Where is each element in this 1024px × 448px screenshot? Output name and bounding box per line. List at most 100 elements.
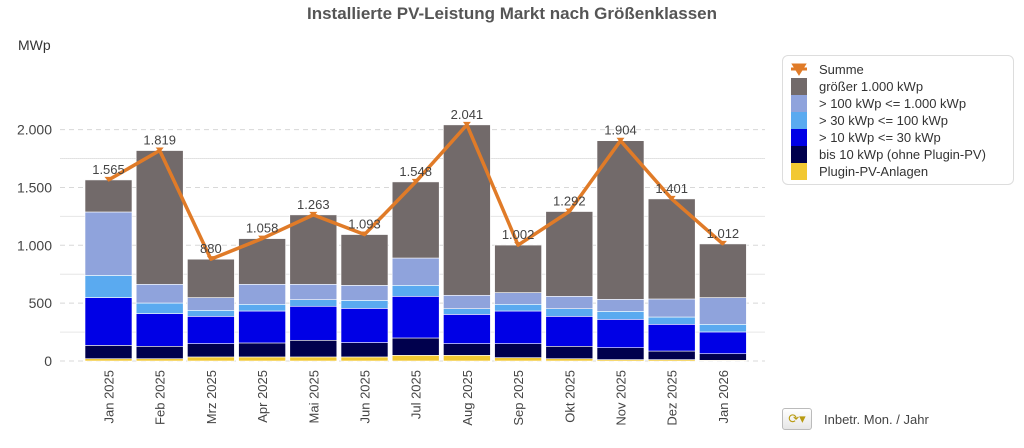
- data-label: 1.819: [143, 133, 176, 148]
- bar-segment: [135, 313, 184, 347]
- x-tick-label: Nov 2025: [614, 370, 629, 426]
- bar-segment: [391, 257, 440, 286]
- bar-segment: [391, 285, 440, 297]
- data-label: 2.041: [451, 107, 484, 122]
- bar-segment: [289, 339, 338, 358]
- bar-segment: [699, 331, 747, 355]
- sum-point: [206, 256, 215, 262]
- bar-segment: [699, 324, 747, 333]
- legend-item[interactable]: > 10 kWp <= 30 kWp: [791, 129, 941, 146]
- bar-segment: [289, 283, 338, 300]
- sum-point: [104, 176, 113, 182]
- sum-point: [565, 208, 574, 214]
- bar-segment: [238, 342, 286, 358]
- bar-segment: [187, 343, 235, 358]
- sum-point: [462, 121, 471, 127]
- legend-item[interactable]: größer 1.000 kWp: [791, 78, 923, 95]
- legend-swatch: [791, 129, 807, 146]
- data-label: 880: [200, 241, 222, 256]
- bar-segment: [545, 211, 594, 297]
- bar-segment: [545, 308, 594, 317]
- bar-segment: [84, 211, 133, 276]
- bar-segment: [545, 316, 594, 347]
- bar-segment: [84, 297, 133, 346]
- bar-segment: [187, 258, 235, 298]
- line-marker-icon: [791, 61, 807, 78]
- legend-item[interactable]: bis 10 kWp (ohne Plugin-PV): [791, 146, 986, 163]
- bar-segment: [494, 244, 542, 293]
- legend-swatch: [791, 146, 807, 163]
- bar-segment: [135, 150, 184, 285]
- data-label: 1.093: [348, 217, 381, 232]
- data-label: 1.263: [297, 197, 330, 212]
- data-label: 1.292: [553, 194, 586, 209]
- bar-segment: [340, 285, 389, 301]
- legend-item[interactable]: > 30 kWp <= 100 kWp: [791, 112, 948, 129]
- bar-segment: [596, 319, 645, 348]
- bar-segment: [391, 181, 440, 259]
- bar-segment: [340, 356, 389, 362]
- sum-point: [155, 147, 164, 153]
- y-tick-label: 1.000: [17, 237, 52, 253]
- data-label: 1.904: [604, 123, 637, 138]
- legend: Summe größer 1.000 kWp > 100 kWp <= 1.000 …: [782, 55, 1014, 185]
- bar-segment: [238, 283, 286, 305]
- bar-segment: [545, 358, 594, 362]
- bar-segment: [596, 311, 645, 320]
- sum-point: [667, 195, 676, 201]
- legend-label: Plugin-PV-Anlagen: [819, 164, 929, 179]
- legend-swatch: [791, 95, 807, 112]
- x-tick-label: Mai 2025: [306, 370, 321, 423]
- bar-segment: [647, 316, 696, 325]
- bar-segment: [596, 299, 645, 312]
- sum-point: [616, 137, 625, 143]
- legend-label: > 30 kWp <= 100 kWp: [819, 113, 948, 128]
- bar-segment: [187, 297, 235, 311]
- legend-label: bis 10 kWp (ohne Plugin-PV): [819, 147, 986, 162]
- bar-segment: [494, 310, 542, 344]
- bar-segment: [84, 179, 133, 213]
- bar-segment: [647, 298, 696, 318]
- y-tick-label: 2.000: [17, 122, 52, 138]
- bar-segment: [443, 294, 491, 310]
- bar-segment: [647, 350, 696, 360]
- chart-title: Installierte PV-Leistung Markt nach Größ…: [306, 4, 717, 23]
- legend-swatch: [791, 163, 807, 180]
- legend-item[interactable]: > 100 kWp <= 1.000 kWp: [791, 95, 966, 112]
- x-tick-label: Jan 2025: [102, 370, 117, 424]
- bar-segment: [443, 355, 491, 362]
- bar-segment: [135, 302, 184, 314]
- x-tick-label: Feb 2025: [153, 370, 168, 425]
- data-label: 1.058: [246, 221, 279, 236]
- bar-segment: [443, 314, 491, 344]
- bar-segment: [443, 308, 491, 315]
- bar-segment: [545, 346, 594, 359]
- x-tick-label: Jul 2025: [409, 370, 424, 419]
- data-label: 1.401: [655, 181, 688, 196]
- sum-point: [258, 235, 267, 241]
- legend-swatch: [791, 78, 807, 95]
- bar-segment: [443, 124, 491, 296]
- bar-segment: [647, 198, 696, 300]
- bar-segment: [494, 343, 542, 358]
- data-label: 1.565: [92, 162, 125, 177]
- x-axis-selector[interactable]: ⟳▾ Inbetr. Mon. / Jahr: [782, 408, 929, 430]
- bar-segment: [84, 358, 133, 362]
- legend-item[interactable]: Plugin-PV-Anlagen: [791, 163, 928, 180]
- refresh-dropdown-icon[interactable]: ⟳▾: [782, 408, 812, 430]
- bar-segment: [647, 324, 696, 352]
- x-tick-label: Jun 2025: [358, 370, 373, 424]
- sum-point: [514, 242, 523, 248]
- x-axis-label: Inbetr. Mon. / Jahr: [824, 411, 929, 427]
- bar-segment: [84, 275, 133, 298]
- bar-segment: [84, 345, 133, 359]
- x-tick-label: Aug 2025: [460, 370, 475, 426]
- bar-segment: [340, 342, 389, 358]
- bar-segment: [391, 296, 440, 339]
- x-tick-label: Sep 2025: [511, 370, 526, 426]
- legend-item[interactable]: Summe: [791, 61, 864, 78]
- bar-segment: [238, 356, 286, 362]
- bar-segment: [443, 343, 491, 356]
